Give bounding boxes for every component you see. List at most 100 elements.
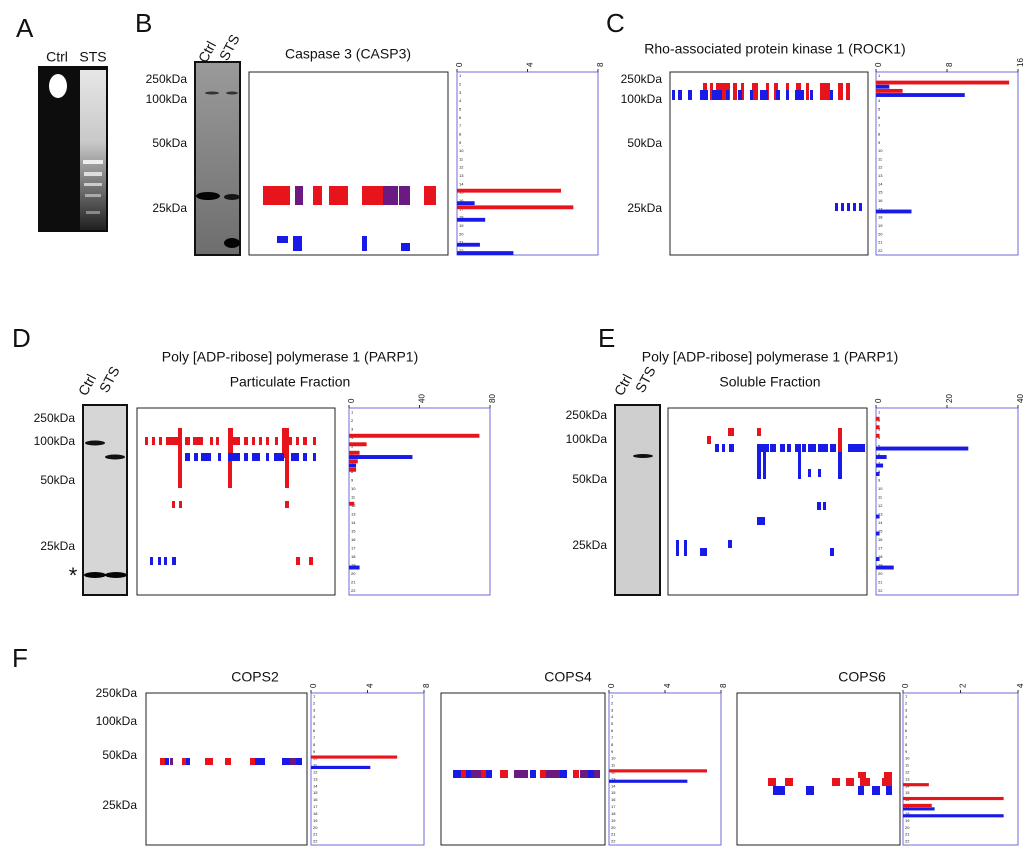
slice-label: 17 (611, 804, 616, 809)
x-tick-label: 0 (455, 62, 464, 67)
x-tick-label: 0 (607, 683, 616, 688)
slice-label: 19 (611, 818, 616, 823)
spectral-cell (172, 557, 176, 565)
spectral-cell (785, 778, 793, 786)
spectral-cell (193, 437, 203, 445)
bar (876, 531, 880, 536)
bar (903, 807, 935, 811)
lane-label: Ctrl (611, 371, 635, 398)
x-tick-label: 0 (901, 683, 910, 688)
mw-label: 100kDa (34, 434, 76, 448)
bar (457, 217, 486, 222)
panel-letter: F (12, 643, 28, 673)
slice-label: 13 (459, 173, 464, 178)
bar (349, 433, 480, 438)
bar (876, 433, 880, 438)
slice-label: 7 (611, 735, 614, 740)
spectral-box (248, 71, 449, 256)
slice-label: 4 (905, 714, 908, 719)
bar-chart-frame (456, 71, 599, 256)
spectral-cell (266, 453, 269, 461)
bar (457, 201, 475, 206)
spectral-cell (763, 444, 766, 479)
western-blot (82, 404, 128, 596)
bar (876, 446, 969, 451)
bar (876, 80, 1010, 85)
spectral-cell (700, 90, 708, 100)
bar (457, 251, 514, 255)
slice-label: 7 (459, 123, 462, 128)
slice-label: 12 (905, 770, 910, 775)
spectral-cell (700, 548, 707, 556)
slice-label: 20 (878, 231, 883, 236)
bar (876, 463, 884, 468)
spectral-cell (823, 502, 826, 510)
slice-label: 8 (878, 131, 881, 136)
panel-letter: E (598, 323, 615, 353)
slice-label: 15 (611, 790, 616, 795)
x-tick-label: 8 (422, 683, 431, 688)
slice-label: 7 (905, 735, 908, 740)
spectral-cell (150, 557, 153, 565)
chart-title: Rho-associated protein kinase 1 (ROCK1) (644, 41, 905, 57)
spectral-cell (832, 778, 840, 786)
mw-label: 50kDa (152, 136, 187, 150)
gel-smear (80, 70, 106, 230)
x-tick-label: 8 (596, 62, 605, 67)
mw-label: 50kDa (627, 136, 662, 150)
x-tick-label: 2 (959, 683, 968, 688)
slice-label: 21 (878, 240, 883, 245)
slice-label: 21 (611, 832, 616, 837)
bar (349, 442, 367, 447)
spectral-cell (201, 453, 211, 461)
slice-label: 12 (459, 165, 464, 170)
gel-band (83, 160, 103, 164)
spectral-cell (230, 428, 233, 458)
bar (349, 463, 357, 468)
spectral-box (667, 407, 868, 596)
spectral-cell (282, 758, 290, 765)
spectral-cell (847, 203, 850, 211)
x-tick-label: 8 (719, 683, 728, 688)
slice-label: 20 (313, 825, 318, 830)
x-tick-label: 0 (874, 62, 883, 67)
spectral-cell (786, 90, 789, 100)
bar (876, 425, 880, 430)
bar-chart-frame (875, 407, 1019, 596)
spectral-cell (715, 444, 719, 452)
spectral-cell (159, 437, 162, 445)
x-tick-label: 8 (945, 62, 954, 67)
spectral-cell (688, 90, 692, 100)
slice-label: 5 (459, 106, 462, 111)
panel-letter: B (135, 8, 152, 38)
blot-band (85, 440, 105, 446)
slice-label: 11 (878, 156, 883, 161)
slice-label: 14 (878, 181, 883, 186)
spectral-cell (808, 469, 811, 477)
slice-label: 14 (611, 783, 616, 788)
spectral-cell (277, 236, 288, 243)
bar (349, 459, 358, 464)
slice-label: 14 (878, 520, 883, 525)
spectral-cell (266, 437, 269, 445)
spectral-cell (216, 437, 219, 445)
spectral-cell (263, 186, 290, 205)
slice-label: 11 (878, 494, 883, 499)
mw-label: 250kDa (96, 686, 138, 700)
spectral-cell (886, 786, 892, 795)
slice-label: 20 (905, 825, 910, 830)
slice-label: 13 (351, 511, 356, 516)
spectral-cell (806, 83, 809, 100)
slice-label: 14 (313, 783, 318, 788)
spectral-cell (820, 83, 830, 100)
panel-letter: C (606, 8, 625, 38)
slice-label: 6 (878, 115, 881, 120)
spectral-cell (291, 453, 299, 461)
spectral-cell (210, 437, 213, 445)
spectral-cell (182, 758, 188, 765)
spectral-cell (752, 83, 758, 100)
slice-label: 20 (878, 571, 883, 576)
spectral-cell (757, 428, 761, 436)
bar (903, 783, 929, 787)
spectral-cell (296, 758, 302, 765)
